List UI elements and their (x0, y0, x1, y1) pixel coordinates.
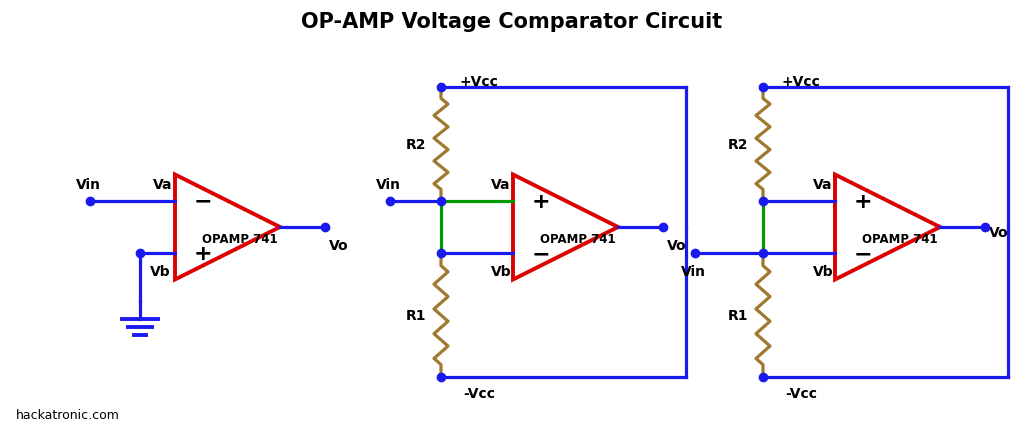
Text: OPAMP 741: OPAMP 741 (541, 233, 615, 246)
Text: Vb: Vb (150, 264, 170, 279)
Text: +Vcc: +Vcc (781, 75, 820, 89)
Text: -Vcc: -Vcc (463, 386, 495, 400)
Text: OPAMP 741: OPAMP 741 (862, 233, 938, 246)
Text: Va: Va (813, 177, 833, 191)
Text: Vin: Vin (681, 264, 706, 279)
Text: −: − (194, 191, 212, 211)
Text: Vo: Vo (329, 239, 349, 252)
Text: hackatronic.com: hackatronic.com (16, 408, 120, 421)
Text: R2: R2 (406, 138, 426, 151)
Text: −: − (854, 244, 872, 264)
Text: Vb: Vb (490, 264, 511, 279)
Text: R2: R2 (728, 138, 749, 151)
Text: +: + (194, 244, 212, 264)
Text: Vin: Vin (376, 177, 400, 191)
Text: Vo: Vo (668, 239, 687, 252)
Text: R1: R1 (728, 308, 749, 322)
Text: Vo: Vo (989, 225, 1009, 240)
Text: -Vcc: -Vcc (785, 386, 817, 400)
Text: +: + (854, 191, 872, 211)
Text: Vb: Vb (813, 264, 834, 279)
Text: +: + (531, 191, 550, 211)
Text: Va: Va (492, 177, 511, 191)
Text: R1: R1 (406, 308, 426, 322)
Text: +Vcc: +Vcc (460, 75, 499, 89)
Text: Va: Va (154, 177, 173, 191)
Text: −: − (531, 244, 550, 264)
Text: Vin: Vin (76, 177, 100, 191)
Text: OP-AMP Voltage Comparator Circuit: OP-AMP Voltage Comparator Circuit (301, 12, 723, 32)
Text: OPAMP 741: OPAMP 741 (202, 233, 278, 246)
